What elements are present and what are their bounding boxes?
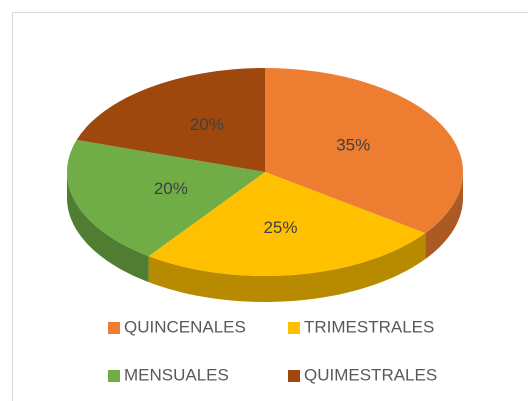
legend-swatch <box>288 370 300 382</box>
pie-side <box>148 233 426 302</box>
pie-slice <box>265 68 463 234</box>
legend-label: TRIMESTRALES <box>304 317 434 336</box>
pie-side <box>425 172 463 260</box>
legend-swatch <box>108 322 120 334</box>
legend-label: QUIMESTRALES <box>304 365 437 384</box>
pie-side <box>67 172 149 283</box>
pie-slice <box>148 172 426 276</box>
legend-label: QUINCENALES <box>124 317 246 336</box>
pie-slice <box>76 68 265 172</box>
legend-swatch <box>288 322 300 334</box>
legend-swatch <box>108 370 120 382</box>
legend-label: MENSUALES <box>124 365 229 384</box>
data-label: 20% <box>154 179 188 198</box>
data-label: 35% <box>336 136 370 155</box>
data-label: 25% <box>263 218 297 237</box>
data-label: 20% <box>190 115 224 134</box>
pie-slice <box>67 139 266 257</box>
